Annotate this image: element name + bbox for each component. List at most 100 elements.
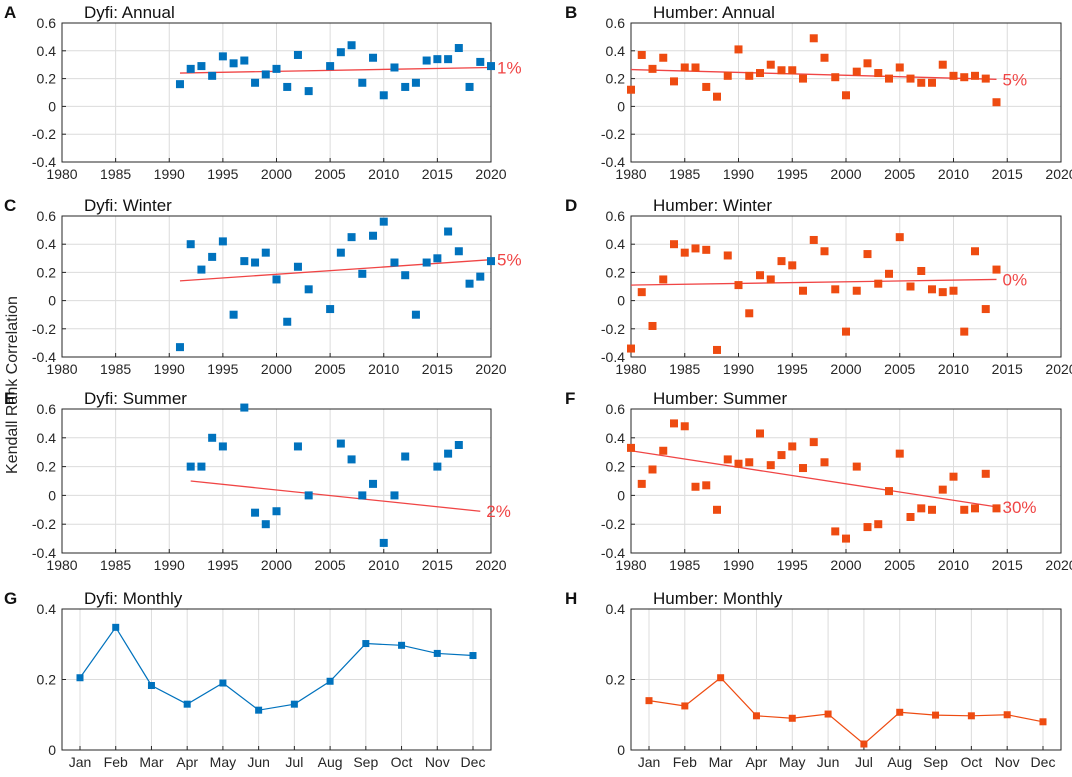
x-tick-label: 1990 <box>723 557 754 573</box>
x-tick-label: Mar <box>709 754 733 770</box>
data-point <box>272 507 281 516</box>
panel-title: Dyfi: Monthly <box>84 589 183 608</box>
x-tick-label: Nov <box>425 754 450 770</box>
data-point <box>336 439 345 448</box>
data-point <box>648 321 657 330</box>
data-point <box>648 64 657 73</box>
data-point <box>369 479 378 488</box>
x-tick-label: Jan <box>638 754 661 770</box>
data-point <box>928 285 936 294</box>
data-point <box>777 257 786 266</box>
panel-letter: H <box>565 589 577 608</box>
data-point <box>390 63 399 72</box>
data-point <box>723 455 732 464</box>
x-tick-label: 1980 <box>46 557 77 573</box>
data-point <box>219 679 227 687</box>
x-tick-label: 2020 <box>1045 557 1072 573</box>
data-point <box>777 451 786 460</box>
data-point <box>809 438 818 447</box>
data-point <box>197 265 206 274</box>
data-point <box>734 281 743 290</box>
trend-percent-label: 5% <box>497 251 522 270</box>
data-point <box>734 459 743 468</box>
data-point <box>369 53 378 62</box>
panel-b: 1980 1985 1990 1995 2000 2005 2010 2015 2020 -0.4… <box>565 3 1072 182</box>
y-tick-label: -0.4 <box>32 349 56 365</box>
data-point <box>411 310 420 319</box>
data-point <box>398 641 406 649</box>
data-point <box>208 252 217 261</box>
data-point <box>932 711 940 719</box>
x-tick-label: 2000 <box>261 557 292 573</box>
data-point <box>362 640 370 648</box>
x-tick-label: Sep <box>923 754 948 770</box>
data-point <box>659 53 668 62</box>
data-point <box>680 422 689 431</box>
y-tick-label: 0.2 <box>606 672 626 688</box>
x-tick-label: 2010 <box>938 361 969 377</box>
data-point <box>422 258 431 267</box>
x-tick-label: Aug <box>318 754 343 770</box>
data-point <box>487 257 495 266</box>
data-point <box>842 327 850 336</box>
panel-title: Dyfi: Annual <box>84 3 175 22</box>
y-tick-label: -0.2 <box>32 126 56 142</box>
data-point <box>971 504 979 513</box>
x-tick-label: May <box>779 754 805 770</box>
data-point <box>240 257 249 266</box>
data-point <box>981 469 990 478</box>
trend-line <box>630 450 997 508</box>
data-point <box>713 345 721 354</box>
y-tick-label: 0.4 <box>37 236 57 252</box>
data-point <box>788 714 796 722</box>
data-point <box>379 217 388 226</box>
panel-e: 1980 1985 1990 1995 2000 2005 2010 2015 2020 -0.4… <box>4 389 511 573</box>
x-tick-label: 2010 <box>368 361 399 377</box>
data-point <box>885 269 893 278</box>
y-tick-label: 0.6 <box>606 208 626 224</box>
x-tick-label: 2015 <box>992 361 1023 377</box>
panel-letter: F <box>565 389 575 408</box>
x-tick-label: 2005 <box>884 166 915 182</box>
trend-line <box>179 259 492 282</box>
y-tick-label: 0.2 <box>606 264 626 280</box>
data-point <box>293 50 302 59</box>
x-tick-label: Jan <box>69 754 92 770</box>
y-tick-label: 0 <box>48 487 56 503</box>
y-tick-label: 0 <box>48 98 56 114</box>
data-point <box>293 442 302 451</box>
data-point <box>186 64 195 73</box>
y-tick-label: 0.6 <box>37 15 57 31</box>
y-tick-label: 0.2 <box>37 71 57 87</box>
y-tick-label: 0.2 <box>37 264 57 280</box>
data-point <box>175 80 184 89</box>
panel-letter: D <box>565 196 577 215</box>
data-point <box>218 52 227 61</box>
data-point <box>283 317 292 326</box>
data-point <box>788 261 797 270</box>
data-point <box>186 240 195 249</box>
x-tick-label: Jun <box>817 754 840 770</box>
data-point <box>745 309 754 318</box>
x-tick-label: 1985 <box>100 557 131 573</box>
y-tick-label: 0.6 <box>606 401 626 417</box>
data-point <box>637 479 646 488</box>
y-tick-label: 0.2 <box>37 459 57 475</box>
data-point <box>820 53 829 62</box>
data-point <box>670 240 678 249</box>
y-tick-label: -0.2 <box>32 516 56 532</box>
data-point <box>240 403 249 412</box>
y-tick-label: 0.4 <box>606 430 626 446</box>
data-point <box>336 48 345 57</box>
data-point <box>336 248 345 257</box>
x-tick-label: 1985 <box>669 166 700 182</box>
data-point <box>326 677 334 685</box>
x-tick-label: May <box>210 754 236 770</box>
x-tick-label: 2010 <box>368 166 399 182</box>
data-point <box>745 71 754 80</box>
x-tick-label: Jul <box>855 754 873 770</box>
y-tick-label: -0.2 <box>601 126 625 142</box>
x-tick-label: 1990 <box>723 361 754 377</box>
data-point <box>938 485 947 494</box>
